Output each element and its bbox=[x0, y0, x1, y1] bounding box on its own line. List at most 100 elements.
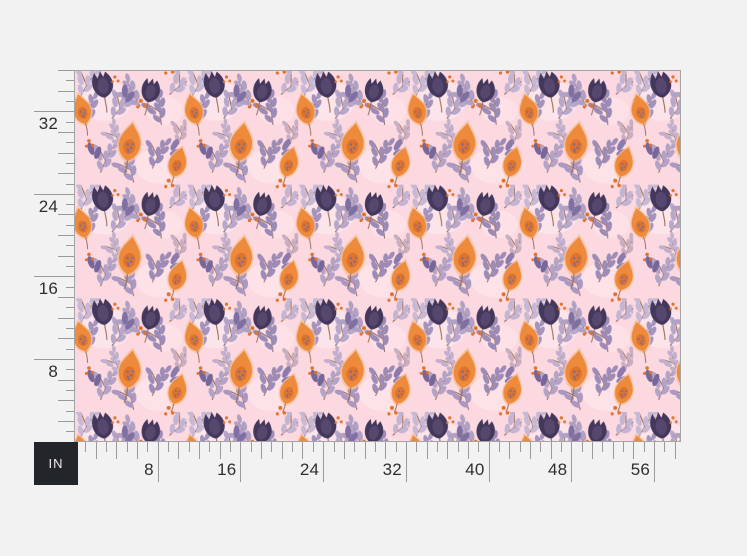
ruler-tick bbox=[612, 442, 614, 459]
ruler-tick bbox=[374, 442, 376, 452]
ruler-tick bbox=[58, 420, 74, 422]
ruler-tick bbox=[219, 442, 221, 459]
ruler-tick bbox=[240, 442, 242, 482]
ruler-tick bbox=[66, 348, 74, 350]
fabric-pattern-svg bbox=[75, 71, 680, 441]
ruler-tick bbox=[147, 442, 149, 452]
ruler-tick bbox=[157, 442, 159, 482]
ruler-tick bbox=[457, 442, 459, 452]
ruler-tick bbox=[66, 327, 74, 329]
ruler-tick bbox=[292, 442, 294, 452]
unit-toggle-button[interactable]: IN bbox=[34, 442, 78, 485]
ruler-tick bbox=[58, 214, 74, 216]
ruler-tick bbox=[395, 442, 397, 452]
ruler-tick bbox=[66, 162, 74, 164]
ruler-tick bbox=[643, 442, 645, 452]
h-ruler-label-56: 56 bbox=[630, 460, 651, 479]
ruler-tick bbox=[447, 442, 449, 459]
ruler-tick bbox=[66, 389, 74, 391]
ruler-tick bbox=[623, 442, 625, 452]
ruler-tick bbox=[66, 307, 74, 309]
ruler-tick bbox=[58, 173, 74, 175]
ruler-tick bbox=[478, 442, 480, 452]
ruler-tick bbox=[66, 286, 74, 288]
ruler-tick bbox=[674, 442, 676, 459]
ruler-tick bbox=[34, 111, 74, 113]
ruler-tick bbox=[58, 379, 74, 381]
h-ruler-label-16: 16 bbox=[217, 460, 237, 479]
ruler-tick bbox=[66, 80, 74, 82]
ruler-tick bbox=[405, 442, 407, 482]
v-ruler-label-24: 24 bbox=[38, 196, 58, 216]
h-ruler-label-32: 32 bbox=[382, 460, 402, 479]
ruler-tick bbox=[436, 442, 438, 452]
ruler-tick bbox=[85, 442, 87, 452]
ruler-tick bbox=[58, 255, 74, 257]
ruler-tick bbox=[529, 442, 531, 459]
fabric-swatch[interactable] bbox=[74, 70, 681, 442]
ruler-tick bbox=[58, 317, 74, 319]
ruler-tick bbox=[354, 442, 356, 452]
ruler-tick bbox=[66, 100, 74, 102]
ruler-tick bbox=[58, 152, 74, 154]
h-ruler-label-48: 48 bbox=[548, 460, 568, 479]
ruler-tick bbox=[343, 442, 345, 459]
ruler-tick bbox=[426, 442, 428, 459]
ruler-tick bbox=[34, 358, 74, 360]
ruler-tick bbox=[168, 442, 170, 452]
ruler-tick bbox=[312, 442, 314, 452]
ruler-tick bbox=[58, 235, 74, 237]
ruler-tick bbox=[550, 442, 552, 459]
ruler-tick bbox=[58, 297, 74, 299]
ruler-tick bbox=[498, 442, 500, 452]
ruler-tick bbox=[230, 442, 232, 452]
ruler-tick bbox=[58, 338, 74, 340]
ruler-tick bbox=[66, 224, 74, 226]
ruler-tick bbox=[58, 69, 74, 71]
ruler-tick bbox=[58, 400, 74, 402]
ruler-tick bbox=[66, 183, 74, 185]
ruler-tick bbox=[66, 142, 74, 144]
ruler-tick bbox=[602, 442, 604, 452]
ruler-tick bbox=[488, 442, 490, 482]
ruler-tick bbox=[333, 442, 335, 452]
ruler-tick bbox=[34, 193, 74, 195]
ruler-tick bbox=[178, 442, 180, 459]
ruler-tick bbox=[66, 121, 74, 123]
ruler-tick bbox=[416, 442, 418, 452]
ruler-tick bbox=[209, 442, 211, 452]
ruler-tick bbox=[66, 266, 74, 268]
ruler-tick bbox=[271, 442, 273, 452]
ruler-tick bbox=[519, 442, 521, 452]
v-ruler-label-32: 32 bbox=[38, 114, 58, 134]
ruler-tick bbox=[664, 442, 666, 452]
ruler-tick bbox=[58, 90, 74, 92]
ruler-tick bbox=[116, 442, 118, 459]
ruler-tick bbox=[261, 442, 263, 459]
ruler-tick bbox=[571, 442, 573, 482]
ruler-tick bbox=[323, 442, 325, 482]
h-ruler-label-8: 8 bbox=[144, 460, 154, 479]
ruler-tick bbox=[66, 431, 74, 433]
ruler-tick bbox=[66, 410, 74, 412]
ruler-tick bbox=[581, 442, 583, 452]
ruler-tick bbox=[250, 442, 252, 452]
v-ruler-label-16: 16 bbox=[38, 279, 58, 299]
ruler-tick bbox=[592, 442, 593, 459]
ruler-tick bbox=[654, 442, 656, 482]
ruler-tick bbox=[302, 442, 304, 459]
ruler-tick bbox=[560, 442, 562, 452]
ruler-tick bbox=[126, 442, 128, 452]
ruler-tick bbox=[540, 442, 542, 452]
v-ruler-label-8: 8 bbox=[48, 361, 58, 381]
unit-label: IN bbox=[48, 456, 64, 471]
ruler-tick bbox=[34, 276, 74, 278]
ruler-tick bbox=[364, 442, 366, 459]
ruler-tick bbox=[58, 131, 74, 133]
ruler-tick bbox=[106, 442, 108, 452]
ruler-tick bbox=[137, 442, 139, 459]
ruler-tick bbox=[188, 442, 190, 452]
h-ruler-label-40: 40 bbox=[465, 460, 485, 479]
ruler-tick bbox=[509, 442, 511, 459]
